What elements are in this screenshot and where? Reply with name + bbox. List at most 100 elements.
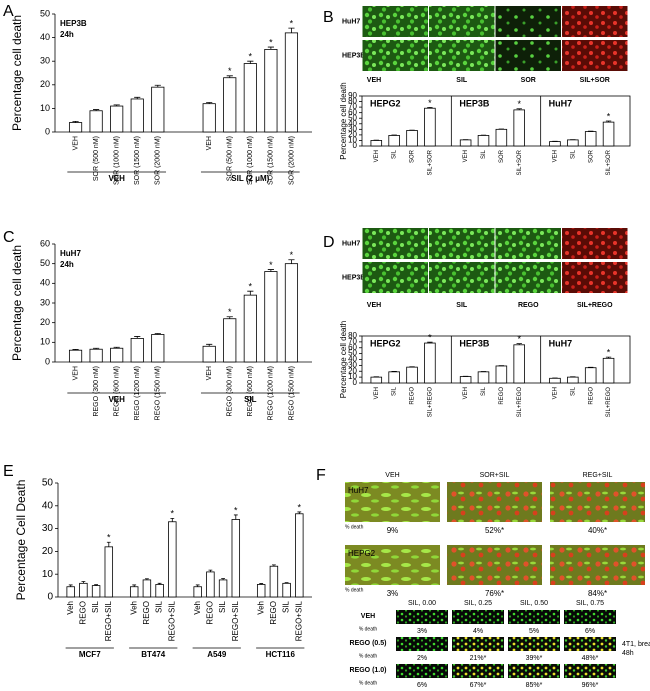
bar <box>206 571 215 598</box>
y-axis-label: Percentage cell death <box>10 15 24 131</box>
x-tick-label: VEH <box>463 150 469 162</box>
x-tick-label: SIL <box>392 386 398 396</box>
y-tick-label: 60 <box>348 343 357 352</box>
x-tick-label: REGO <box>410 387 416 405</box>
bar <box>424 107 436 147</box>
micrograph <box>396 610 448 624</box>
bar <box>295 513 304 598</box>
bar <box>91 585 101 598</box>
bar <box>193 586 202 598</box>
x-tick-label: REGO <box>269 601 278 625</box>
error-bar <box>208 569 213 572</box>
y-tick-label: 20 <box>40 317 50 327</box>
death-value: 5% <box>529 628 539 635</box>
x-tick-label: SOR (1000 nM) <box>247 136 254 185</box>
micrograph <box>550 482 645 522</box>
death-value: 85%* <box>526 682 543 689</box>
micrograph <box>396 637 448 651</box>
column-label: SIL, 0.50 <box>520 600 548 607</box>
column-label: SIL+SOR <box>580 77 610 84</box>
x-tick-label: VEH <box>463 387 469 399</box>
significance: * <box>171 509 175 519</box>
significance: * <box>517 334 521 344</box>
y-tick-label: 50 <box>348 113 357 122</box>
bar <box>513 109 525 147</box>
x-tick-label: SIL <box>481 149 487 159</box>
bar <box>370 140 383 147</box>
micrograph <box>562 6 628 37</box>
y-tick-label: 30 <box>40 297 50 307</box>
death-value: 67%* <box>470 682 487 689</box>
error-bar <box>195 584 200 587</box>
column-label: SOR <box>521 77 536 84</box>
death-label: % death <box>345 587 364 593</box>
row-label: HEPG2 <box>348 549 376 558</box>
bar <box>388 135 400 147</box>
column-label: SIL, 0.75 <box>576 600 604 607</box>
y-tick-label: 10 <box>40 103 50 113</box>
row-label: REGO (1.0) <box>350 667 387 674</box>
error-bar <box>226 75 233 78</box>
bar <box>549 141 561 147</box>
significance: * <box>249 282 253 292</box>
error-bar <box>516 108 522 110</box>
x-tick-label: Veh <box>129 601 138 615</box>
bar <box>130 98 144 133</box>
bar <box>370 376 383 384</box>
group-label: VEH <box>108 174 125 183</box>
bar <box>282 582 291 598</box>
x-tick-label: SIL <box>481 386 487 396</box>
group-label: HEPG2 <box>370 338 401 348</box>
micrograph <box>429 6 495 37</box>
death-label: % death <box>359 680 378 686</box>
bar <box>495 365 508 384</box>
x-tick-label: SIL <box>218 600 227 613</box>
y-axis-label: Percentage Cell Death <box>14 480 28 601</box>
error-bar <box>154 84 161 88</box>
y-tick-label: 30 <box>40 56 50 66</box>
chart-title: HuH7 <box>60 249 81 258</box>
micrograph <box>550 545 645 585</box>
x-tick-label: REGO <box>206 601 215 625</box>
y-tick-label: 10 <box>348 136 357 145</box>
bar <box>264 271 278 363</box>
x-tick-label: SIL <box>570 386 576 396</box>
x-tick-label: SOR <box>410 149 416 163</box>
bar <box>231 519 241 598</box>
x-tick-label: REGO (600 nM) <box>114 366 121 417</box>
error-bar <box>134 96 141 99</box>
x-tick-label: SIL <box>282 600 291 613</box>
micrograph <box>452 637 504 651</box>
column-label: SIL+REGO <box>577 302 613 309</box>
column-label: VEH <box>385 472 399 479</box>
micrograph <box>396 664 448 678</box>
death-value: 6% <box>585 628 595 635</box>
x-tick-label: VEH <box>374 387 380 399</box>
bar <box>284 263 299 363</box>
error-bar <box>427 106 433 109</box>
bar <box>110 105 124 133</box>
x-tick-label: Veh <box>256 601 265 615</box>
death-label: % death <box>345 524 364 530</box>
significance: * <box>607 348 611 358</box>
y-tick-label: 10 <box>40 337 50 347</box>
micrograph <box>429 40 495 71</box>
death-value: 9% <box>387 526 399 535</box>
significance: * <box>234 505 238 515</box>
x-tick-label: SOR (500 nM) <box>227 136 234 181</box>
y-tick-label: 0 <box>353 378 358 387</box>
micrograph <box>429 262 495 293</box>
y-tick-label: 50 <box>40 258 50 268</box>
x-tick-label: SIL <box>392 149 398 159</box>
y-axis-label: Percentage cell death <box>10 245 24 361</box>
column-label: SIL <box>456 77 468 84</box>
x-tick-label: SIL+SOR <box>517 149 523 175</box>
y-tick-label: 40 <box>42 500 54 511</box>
bar <box>155 584 164 598</box>
y-tick-label: 80 <box>348 97 357 106</box>
error-bar <box>206 343 213 347</box>
bar <box>567 139 579 147</box>
panel-label: A <box>3 3 14 20</box>
group-label: HEPG2 <box>370 98 401 108</box>
